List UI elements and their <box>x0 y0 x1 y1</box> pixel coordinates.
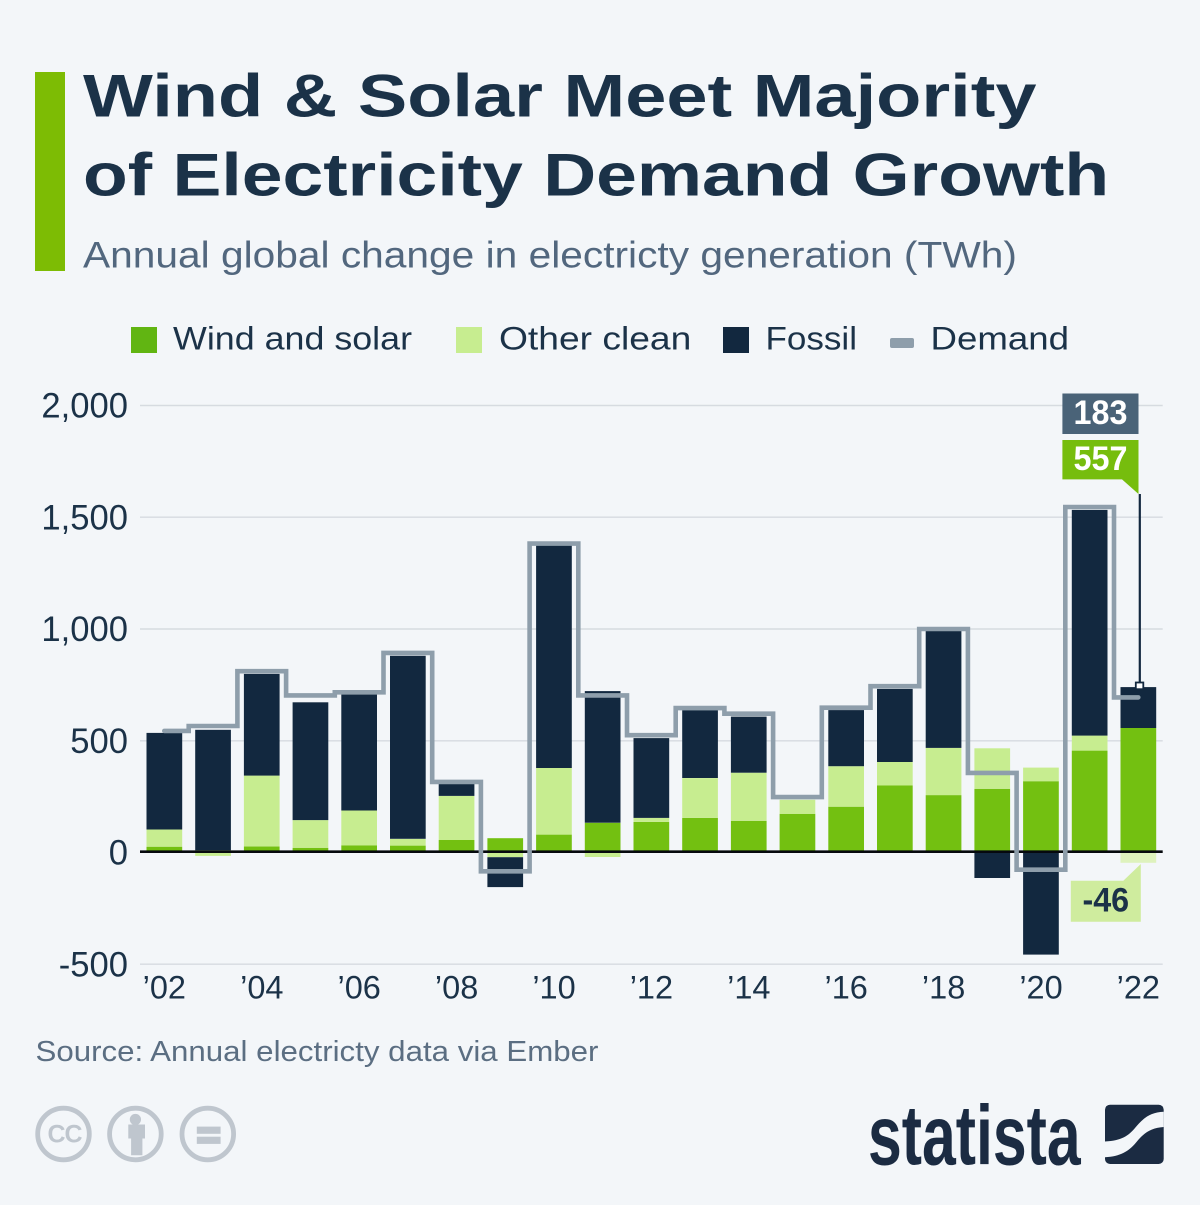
svg-text:’06: ’06 <box>338 970 381 1006</box>
svg-text:’12: ’12 <box>630 970 673 1006</box>
svg-text:CC: CC <box>47 1121 82 1149</box>
svg-text:’02: ’02 <box>143 970 186 1006</box>
svg-text:1,000: 1,000 <box>41 610 128 649</box>
svg-text:Source: Annual electricty data: Source: Annual electricty data via Ember <box>36 1036 599 1067</box>
svg-text:-500: -500 <box>59 945 128 984</box>
svg-text:’22: ’22 <box>1117 970 1160 1006</box>
svg-text:’10: ’10 <box>532 970 575 1006</box>
svg-text:Annual global change in electr: Annual global change in electricty gener… <box>83 235 1017 276</box>
svg-text:557: 557 <box>1074 440 1128 478</box>
svg-text:statista: statista <box>868 1089 1082 1183</box>
svg-text:Wind and solar: Wind and solar <box>173 321 412 357</box>
svg-text:-46: -46 <box>1082 882 1129 920</box>
svg-text:of Electricity Demand Growth: of Electricity Demand Growth <box>83 142 1109 209</box>
svg-text:’14: ’14 <box>727 970 770 1006</box>
svg-text:’04: ’04 <box>240 970 283 1006</box>
svg-text:1,500: 1,500 <box>41 498 128 537</box>
svg-text:Other clean: Other clean <box>499 322 691 357</box>
svg-text:500: 500 <box>70 721 128 760</box>
svg-text:’08: ’08 <box>435 970 478 1006</box>
svg-text:’16: ’16 <box>825 970 868 1006</box>
svg-text:2,000: 2,000 <box>41 386 128 425</box>
svg-text:Demand: Demand <box>931 322 1070 357</box>
svg-text:’18: ’18 <box>922 970 965 1006</box>
svg-text:Fossil: Fossil <box>766 322 857 357</box>
svg-text:’20: ’20 <box>1019 970 1062 1006</box>
svg-text:Wind & Solar Meet Majority: Wind & Solar Meet Majority <box>83 63 1037 130</box>
svg-text:0: 0 <box>109 833 128 872</box>
svg-text:183: 183 <box>1074 394 1128 432</box>
